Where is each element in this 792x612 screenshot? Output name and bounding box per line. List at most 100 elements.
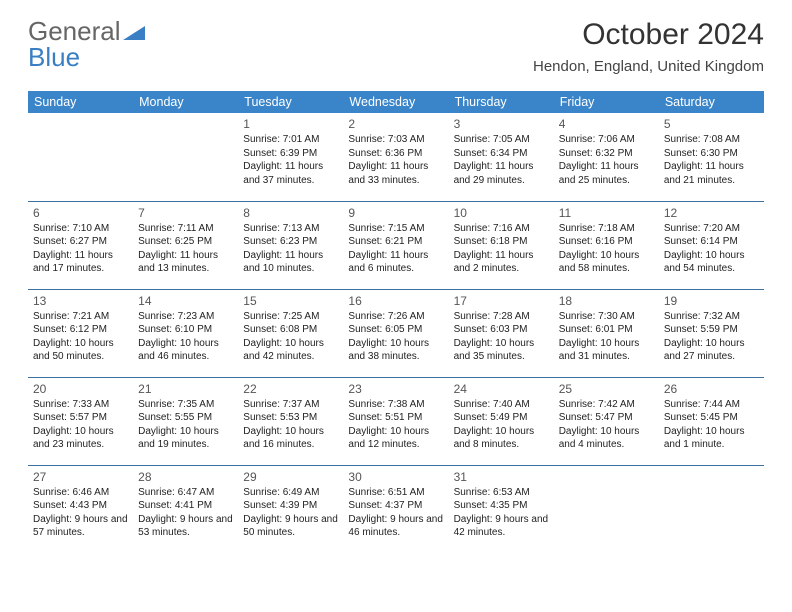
daylight-text: Daylight: 11 hours and 21 minutes. xyxy=(664,160,759,187)
sunset-text: Sunset: 6:18 PM xyxy=(454,235,549,249)
calendar-cell: 20Sunrise: 7:33 AMSunset: 5:57 PMDayligh… xyxy=(28,377,133,465)
daylight-text: Daylight: 9 hours and 46 minutes. xyxy=(348,513,443,540)
calendar-cell: 31Sunrise: 6:53 AMSunset: 4:35 PMDayligh… xyxy=(449,465,554,553)
calendar-row: 20Sunrise: 7:33 AMSunset: 5:57 PMDayligh… xyxy=(28,377,764,465)
day-number: 22 xyxy=(243,381,338,397)
daylight-text: Daylight: 11 hours and 33 minutes. xyxy=(348,160,443,187)
daylight-text: Daylight: 10 hours and 42 minutes. xyxy=(243,337,338,364)
sunrise-text: Sunrise: 7:35 AM xyxy=(138,398,233,412)
sunset-text: Sunset: 6:23 PM xyxy=(243,235,338,249)
sunset-text: Sunset: 5:55 PM xyxy=(138,411,233,425)
sunrise-text: Sunrise: 7:06 AM xyxy=(559,133,654,147)
sunrise-text: Sunrise: 7:13 AM xyxy=(243,222,338,236)
calendar-row: 27Sunrise: 6:46 AMSunset: 4:43 PMDayligh… xyxy=(28,465,764,553)
calendar-cell: 12Sunrise: 7:20 AMSunset: 6:14 PMDayligh… xyxy=(659,201,764,289)
calendar-cell: 17Sunrise: 7:28 AMSunset: 6:03 PMDayligh… xyxy=(449,289,554,377)
day-number: 3 xyxy=(454,116,549,132)
sunset-text: Sunset: 6:39 PM xyxy=(243,147,338,161)
day-header: Saturday xyxy=(659,91,764,113)
daylight-text: Daylight: 10 hours and 54 minutes. xyxy=(664,249,759,276)
sunrise-text: Sunrise: 7:16 AM xyxy=(454,222,549,236)
header: General Blue October 2024 Hendon, Englan… xyxy=(0,0,792,83)
sunrise-text: Sunrise: 7:30 AM xyxy=(559,310,654,324)
daylight-text: Daylight: 11 hours and 17 minutes. xyxy=(33,249,128,276)
sunset-text: Sunset: 4:35 PM xyxy=(454,499,549,513)
sunrise-text: Sunrise: 7:11 AM xyxy=(138,222,233,236)
daylight-text: Daylight: 10 hours and 1 minute. xyxy=(664,425,759,452)
daylight-text: Daylight: 11 hours and 29 minutes. xyxy=(454,160,549,187)
sunrise-text: Sunrise: 7:28 AM xyxy=(454,310,549,324)
day-number: 17 xyxy=(454,293,549,309)
daylight-text: Daylight: 10 hours and 12 minutes. xyxy=(348,425,443,452)
calendar-cell: 2Sunrise: 7:03 AMSunset: 6:36 PMDaylight… xyxy=(343,113,448,201)
day-number: 10 xyxy=(454,205,549,221)
sunrise-text: Sunrise: 6:51 AM xyxy=(348,486,443,500)
title-block: October 2024 Hendon, England, United Kin… xyxy=(533,18,764,75)
sunset-text: Sunset: 5:45 PM xyxy=(664,411,759,425)
sunrise-text: Sunrise: 7:42 AM xyxy=(559,398,654,412)
daylight-text: Daylight: 9 hours and 57 minutes. xyxy=(33,513,128,540)
sunrise-text: Sunrise: 7:38 AM xyxy=(348,398,443,412)
calendar-cell: 27Sunrise: 6:46 AMSunset: 4:43 PMDayligh… xyxy=(28,465,133,553)
calendar-cell: 11Sunrise: 7:18 AMSunset: 6:16 PMDayligh… xyxy=(554,201,659,289)
sunset-text: Sunset: 6:16 PM xyxy=(559,235,654,249)
sunset-text: Sunset: 5:57 PM xyxy=(33,411,128,425)
calendar-cell xyxy=(659,465,764,553)
sunrise-text: Sunrise: 7:44 AM xyxy=(664,398,759,412)
calendar-cell: 24Sunrise: 7:40 AMSunset: 5:49 PMDayligh… xyxy=(449,377,554,465)
calendar-cell: 8Sunrise: 7:13 AMSunset: 6:23 PMDaylight… xyxy=(238,201,343,289)
sunset-text: Sunset: 5:47 PM xyxy=(559,411,654,425)
sunset-text: Sunset: 6:21 PM xyxy=(348,235,443,249)
calendar-cell: 7Sunrise: 7:11 AMSunset: 6:25 PMDaylight… xyxy=(133,201,238,289)
daylight-text: Daylight: 9 hours and 53 minutes. xyxy=(138,513,233,540)
day-number: 29 xyxy=(243,469,338,485)
sunset-text: Sunset: 6:12 PM xyxy=(33,323,128,337)
sunrise-text: Sunrise: 7:20 AM xyxy=(664,222,759,236)
day-number: 8 xyxy=(243,205,338,221)
sunrise-text: Sunrise: 7:10 AM xyxy=(33,222,128,236)
daylight-text: Daylight: 9 hours and 42 minutes. xyxy=(454,513,549,540)
location-text: Hendon, England, United Kingdom xyxy=(533,58,764,75)
day-number: 11 xyxy=(559,205,654,221)
calendar-cell xyxy=(133,113,238,201)
daylight-text: Daylight: 11 hours and 13 minutes. xyxy=(138,249,233,276)
day-number: 19 xyxy=(664,293,759,309)
calendar-cell: 23Sunrise: 7:38 AMSunset: 5:51 PMDayligh… xyxy=(343,377,448,465)
day-number: 26 xyxy=(664,381,759,397)
day-header: Tuesday xyxy=(238,91,343,113)
day-number: 13 xyxy=(33,293,128,309)
calendar-cell: 13Sunrise: 7:21 AMSunset: 6:12 PMDayligh… xyxy=(28,289,133,377)
sunrise-text: Sunrise: 7:33 AM xyxy=(33,398,128,412)
daylight-text: Daylight: 10 hours and 31 minutes. xyxy=(559,337,654,364)
daylight-text: Daylight: 10 hours and 58 minutes. xyxy=(559,249,654,276)
calendar-cell: 5Sunrise: 7:08 AMSunset: 6:30 PMDaylight… xyxy=(659,113,764,201)
daylight-text: Daylight: 10 hours and 8 minutes. xyxy=(454,425,549,452)
day-number: 31 xyxy=(454,469,549,485)
sunrise-text: Sunrise: 7:25 AM xyxy=(243,310,338,324)
calendar-cell: 18Sunrise: 7:30 AMSunset: 6:01 PMDayligh… xyxy=(554,289,659,377)
sunrise-text: Sunrise: 7:05 AM xyxy=(454,133,549,147)
sunset-text: Sunset: 4:43 PM xyxy=(33,499,128,513)
day-number: 23 xyxy=(348,381,443,397)
daylight-text: Daylight: 9 hours and 50 minutes. xyxy=(243,513,338,540)
month-title: October 2024 xyxy=(533,18,764,52)
daylight-text: Daylight: 10 hours and 38 minutes. xyxy=(348,337,443,364)
sunrise-text: Sunrise: 7:26 AM xyxy=(348,310,443,324)
day-number: 5 xyxy=(664,116,759,132)
calendar-head: SundayMondayTuesdayWednesdayThursdayFrid… xyxy=(28,91,764,113)
daylight-text: Daylight: 11 hours and 2 minutes. xyxy=(454,249,549,276)
logo-triangle-icon xyxy=(123,26,145,40)
calendar-cell xyxy=(554,465,659,553)
sunrise-text: Sunrise: 7:03 AM xyxy=(348,133,443,147)
calendar-cell: 14Sunrise: 7:23 AMSunset: 6:10 PMDayligh… xyxy=(133,289,238,377)
day-header: Friday xyxy=(554,91,659,113)
day-header: Monday xyxy=(133,91,238,113)
daylight-text: Daylight: 11 hours and 25 minutes. xyxy=(559,160,654,187)
sunset-text: Sunset: 6:10 PM xyxy=(138,323,233,337)
day-number: 9 xyxy=(348,205,443,221)
day-header: Wednesday xyxy=(343,91,448,113)
sunset-text: Sunset: 6:32 PM xyxy=(559,147,654,161)
sunrise-text: Sunrise: 7:21 AM xyxy=(33,310,128,324)
sunrise-text: Sunrise: 7:15 AM xyxy=(348,222,443,236)
sunrise-text: Sunrise: 7:23 AM xyxy=(138,310,233,324)
